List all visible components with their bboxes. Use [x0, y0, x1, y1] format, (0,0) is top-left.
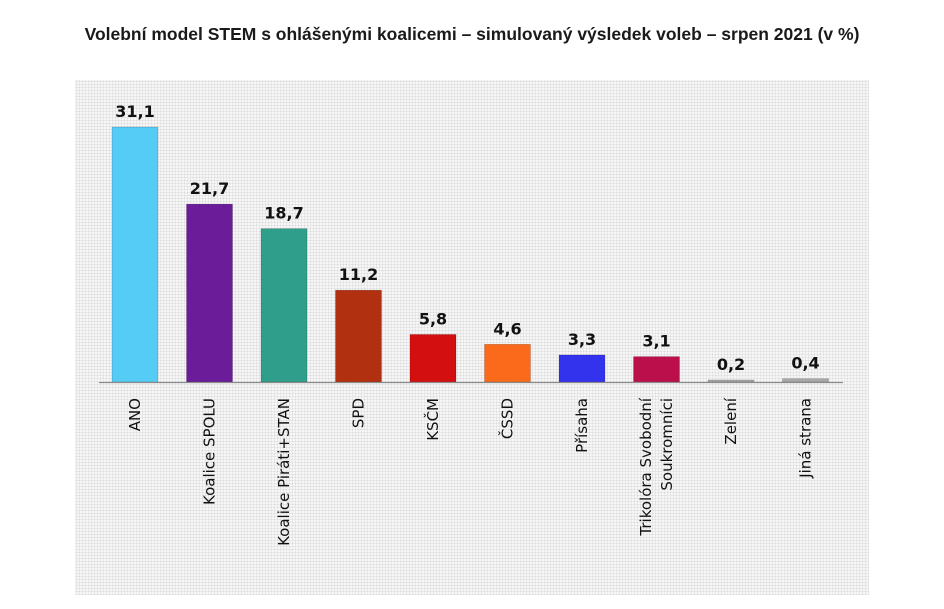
bar-value-label: 11,2: [339, 265, 378, 284]
bar: [707, 379, 755, 383]
category-label: Koalice SPOLU: [201, 398, 219, 505]
bar: [186, 203, 233, 383]
bar-value-label: 18,7: [264, 204, 303, 223]
category-label: Koalice Piráti+STAN: [275, 398, 293, 546]
bar: [335, 289, 382, 383]
category-label: Přísaha: [573, 398, 591, 453]
bar: [782, 378, 829, 383]
category-label: Zelení: [722, 397, 740, 444]
bar: [484, 343, 531, 383]
bar-value-label: 21,7: [190, 179, 229, 198]
bar-value-label: 0,2: [717, 355, 745, 374]
bar-value-label: 4,6: [493, 319, 521, 338]
bar-value-label: 3,1: [642, 332, 670, 351]
chart-area: 31,1 ANO 21,7 Koalice SPOLU 18,7 Koalice Pirá…: [75, 80, 869, 595]
bar: [111, 126, 159, 383]
category-label: KSČM: [423, 398, 442, 441]
category-label: ANO: [126, 398, 144, 431]
bar-value-label: 31,1: [115, 102, 154, 121]
category-label: Trikolóra Svobodní: [637, 397, 655, 536]
category-label: SPD: [350, 398, 368, 428]
bar-value-label: 5,8: [419, 309, 447, 328]
bar-chart: 31,1 ANO 21,7 Koalice SPOLU 18,7 Koalice Pirá…: [99, 102, 843, 546]
bar: [409, 334, 457, 383]
bar: [558, 354, 606, 383]
bar-value-label: 3,3: [568, 330, 596, 349]
bar: [260, 228, 308, 383]
bar-value-label: 0,4: [791, 354, 819, 373]
category-label: Soukromníci: [658, 398, 676, 491]
category-label: Jiná strana: [797, 398, 815, 479]
category-label: ČSSD: [498, 398, 517, 439]
chart-title: Volební model STEM s ohlášenými koalicem…: [84, 24, 860, 44]
bar: [633, 356, 680, 383]
